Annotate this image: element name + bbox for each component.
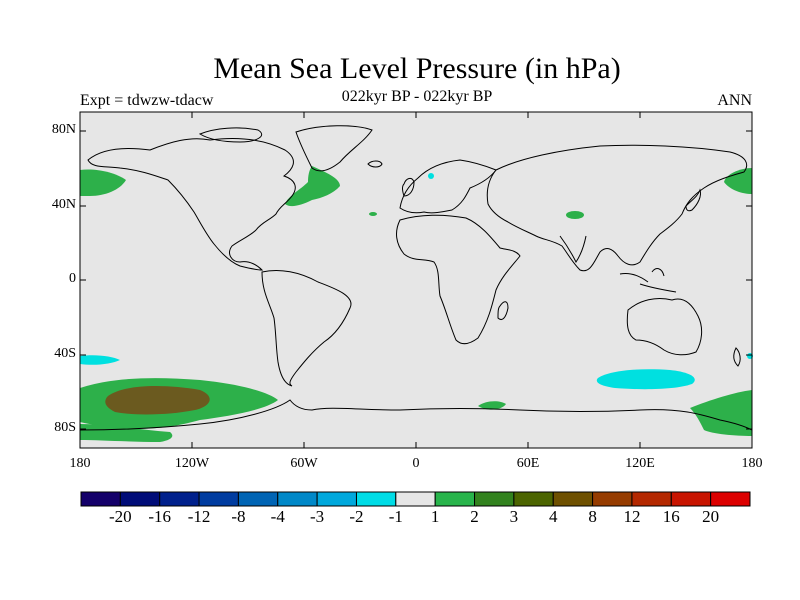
coastline-europe: [399, 159, 497, 214]
coastline-antarctica: [79, 399, 753, 431]
colorbar-tick-label: 4: [548, 507, 558, 526]
lat-label-80s: 80S: [54, 420, 76, 435]
coastline-north-america: [87, 137, 296, 271]
coastline-greenland: [295, 125, 373, 172]
colorbar-tick-label: -2: [349, 507, 364, 526]
chart-subtitle: 022kyr BP - 022kyr BP: [341, 88, 493, 105]
coastline-australia: [626, 297, 703, 356]
coastline-british-isles: [402, 177, 415, 197]
coastline-south-america: [261, 269, 352, 387]
axis-ticks: [80, 112, 752, 448]
negative-region-south-pacific-west: [80, 355, 120, 365]
colorbar-swatch: [237, 491, 279, 507]
negative-region-scandinavia: [428, 173, 434, 179]
colorbar-tick-label: -4: [270, 507, 285, 526]
colorbar-swatch: [316, 491, 357, 507]
colorbar-swatch: [670, 491, 712, 507]
coastline-africa: [396, 214, 521, 345]
colorbar-tick-label: 8: [588, 507, 597, 526]
colorbar-tick-label: 12: [623, 507, 641, 526]
lat-label-0: 0: [69, 271, 76, 286]
colorbar-swatch: [355, 491, 397, 507]
lon-label-180-right: 180: [741, 456, 763, 471]
colorbar-tick-label: 3: [509, 507, 519, 526]
colorbar-swatch: [395, 491, 436, 507]
lat-label-40s: 40S: [54, 346, 76, 361]
lon-label-120w: 120W: [174, 456, 210, 471]
colorbar-tick-label: -16: [148, 507, 172, 526]
colorbar-swatch: [434, 491, 476, 507]
positive-region-antarctic-west: [80, 424, 173, 442]
lon-label-120e: 120E: [625, 456, 655, 471]
colorbar-swatch: [198, 491, 239, 507]
lon-label-180-left: 180: [69, 456, 91, 471]
coastline-japan: [685, 188, 701, 212]
coastline-india: [559, 235, 587, 263]
colorbar-swatch: [80, 491, 121, 507]
season-label: ANN: [717, 92, 752, 109]
colorbar-tick-label: -20: [109, 507, 132, 526]
colorbar-swatch: [513, 491, 554, 507]
colorbar-swatch: [592, 491, 633, 507]
coastline-indonesia: [619, 268, 677, 293]
colorbar-tick-label: -1: [388, 507, 403, 526]
strong-positive-region-south-pacific: [105, 386, 210, 415]
positive-region-south-indian: [478, 401, 506, 410]
positive-region-north-pacific-west: [80, 169, 126, 196]
colorbar-tick-label: 1: [430, 507, 440, 526]
coastlines: [79, 125, 753, 431]
lon-label-60e: 60E: [516, 456, 540, 471]
coastline-madagascar: [497, 301, 509, 321]
colorbar-swatch: [710, 491, 751, 507]
colorbar-swatch: [631, 491, 672, 507]
lon-label-60w: 60W: [290, 456, 318, 471]
colorbar: [80, 491, 751, 507]
colorbar-swatch: [552, 491, 594, 507]
colorbar-swatch: [119, 491, 161, 507]
coastline-new-zealand: [733, 347, 741, 367]
positive-region-north-atlantic: [285, 166, 340, 207]
experiment-label: Expt = tdwzw-tdacw: [80, 92, 214, 109]
lon-label-0: 0: [412, 456, 420, 471]
colorbar-tick-label: 16: [662, 507, 680, 526]
colorbar-tick-label: 2: [470, 507, 479, 526]
coastline-asia: [486, 144, 748, 272]
chart-title: Mean Sea Level Pressure (in hPa): [213, 52, 621, 85]
positive-region-tibet: [566, 211, 584, 219]
lat-label-40n: 40N: [51, 197, 76, 212]
colorbar-swatch: [159, 491, 200, 507]
colorbar-tick-label: -8: [231, 507, 246, 526]
coastline-arctic-islands: [198, 127, 263, 143]
positive-region-north-pacific-east: [724, 168, 752, 194]
coastline-iceland: [367, 160, 383, 168]
colorbar-tick-label: 20: [702, 507, 720, 526]
positive-region-mid-atlantic-dot: [369, 212, 377, 216]
lat-label-80n: 80N: [51, 122, 76, 137]
colorbar-swatch: [474, 491, 515, 507]
colorbar-swatch: [277, 491, 318, 507]
colorbar-tick-label: -3: [310, 507, 325, 526]
colorbar-tick-label: -12: [187, 507, 211, 526]
negative-region-south-indian-ocean: [596, 369, 695, 390]
